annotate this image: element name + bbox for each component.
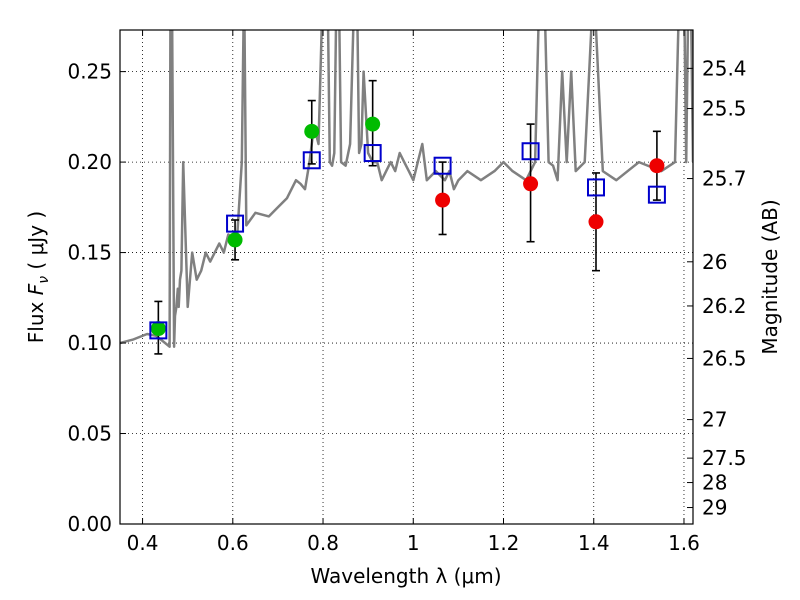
y-axis-title-symbol: F xyxy=(24,283,48,295)
data-point xyxy=(649,158,665,174)
y-tick-label: 0.15 xyxy=(67,241,112,265)
right-tick-label: 25.4 xyxy=(702,56,747,80)
data-point xyxy=(150,321,166,337)
model-spectrum-line xyxy=(120,30,693,348)
right-tick-label: 26.2 xyxy=(702,294,747,318)
data-point xyxy=(435,192,451,208)
data-point xyxy=(365,116,381,132)
y-axis-title-post: ( μJy ) xyxy=(24,211,48,276)
model-point xyxy=(363,144,382,163)
x-tick-label: 1.2 xyxy=(488,531,520,555)
y-tick-label: 0.20 xyxy=(67,150,112,174)
grid xyxy=(120,30,693,525)
y-tick-label: 0.00 xyxy=(67,512,112,536)
x-tick-label: 0.4 xyxy=(127,531,159,555)
data-point xyxy=(227,232,243,248)
model-point xyxy=(302,151,321,170)
y-axis-title: Flux Fν ( μJy ) xyxy=(24,211,52,343)
model-point xyxy=(149,321,168,340)
model-point xyxy=(521,142,540,161)
y-tick-label: 0.25 xyxy=(67,60,112,84)
x-tick-label: 1 xyxy=(407,531,420,555)
y-axis-title-subscript: ν xyxy=(36,276,52,284)
right-tick-label: 25.7 xyxy=(702,167,747,191)
y-axis-title-pre: Flux xyxy=(24,295,48,343)
data-point xyxy=(588,214,604,230)
data-point xyxy=(304,123,320,139)
model-point xyxy=(586,178,605,197)
x-axis-title: Wavelength λ (μm) xyxy=(310,564,501,588)
y-tick-label: 0.10 xyxy=(67,331,112,355)
right-tick-label: 25.5 xyxy=(702,97,747,121)
right-tick-label: 27 xyxy=(702,408,727,432)
right-axis-title: Magnitude (AB) xyxy=(758,199,782,354)
x-tick-label: 0.6 xyxy=(217,531,249,555)
y-tick-label: 0.05 xyxy=(67,422,112,446)
plot-area xyxy=(120,30,693,355)
x-tick-label: 0.8 xyxy=(307,531,339,555)
x-tick-label: 1.6 xyxy=(668,531,700,555)
model-point xyxy=(433,156,452,175)
model-point xyxy=(226,214,245,233)
right-tick-label: 26 xyxy=(702,250,727,274)
right-tick-label: 27.5 xyxy=(702,446,747,470)
axis-ticks: 0.4 0.6 0.8 1 1.2 1.4 1.6 0.00 0.05 0.10 0.15 0.20 0… xyxy=(67,30,747,555)
plot-frame xyxy=(119,29,694,525)
model-point xyxy=(647,185,666,204)
x-tick-label: 1.4 xyxy=(578,531,610,555)
right-tick-label: 29 xyxy=(702,496,727,520)
right-tick-label: 28 xyxy=(702,471,727,495)
data-point xyxy=(523,176,539,192)
right-tick-label: 26.5 xyxy=(702,346,747,370)
